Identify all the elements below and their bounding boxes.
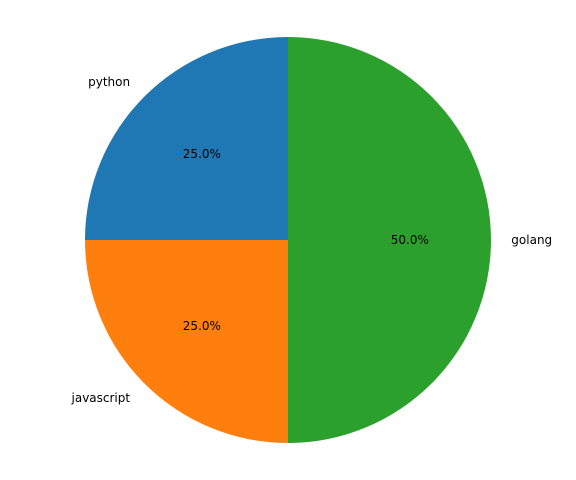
slice-label-python: python [88, 75, 130, 89]
slice-percent-javascript: 25.0% [183, 319, 221, 333]
pie-slice-python [85, 37, 288, 240]
pie-slice-javascript [85, 240, 288, 443]
slice-label-javascript: javascript [71, 391, 131, 405]
slice-percent-python: 25.0% [183, 147, 221, 161]
pie-labels: python 25.0% javascript 25.0% golang 50.0% [71, 75, 553, 405]
pie-slice-golang [288, 37, 491, 443]
pie-slices [85, 37, 491, 443]
slice-label-golang: golang [511, 233, 552, 247]
slice-percent-golang: 50.0% [391, 233, 429, 247]
